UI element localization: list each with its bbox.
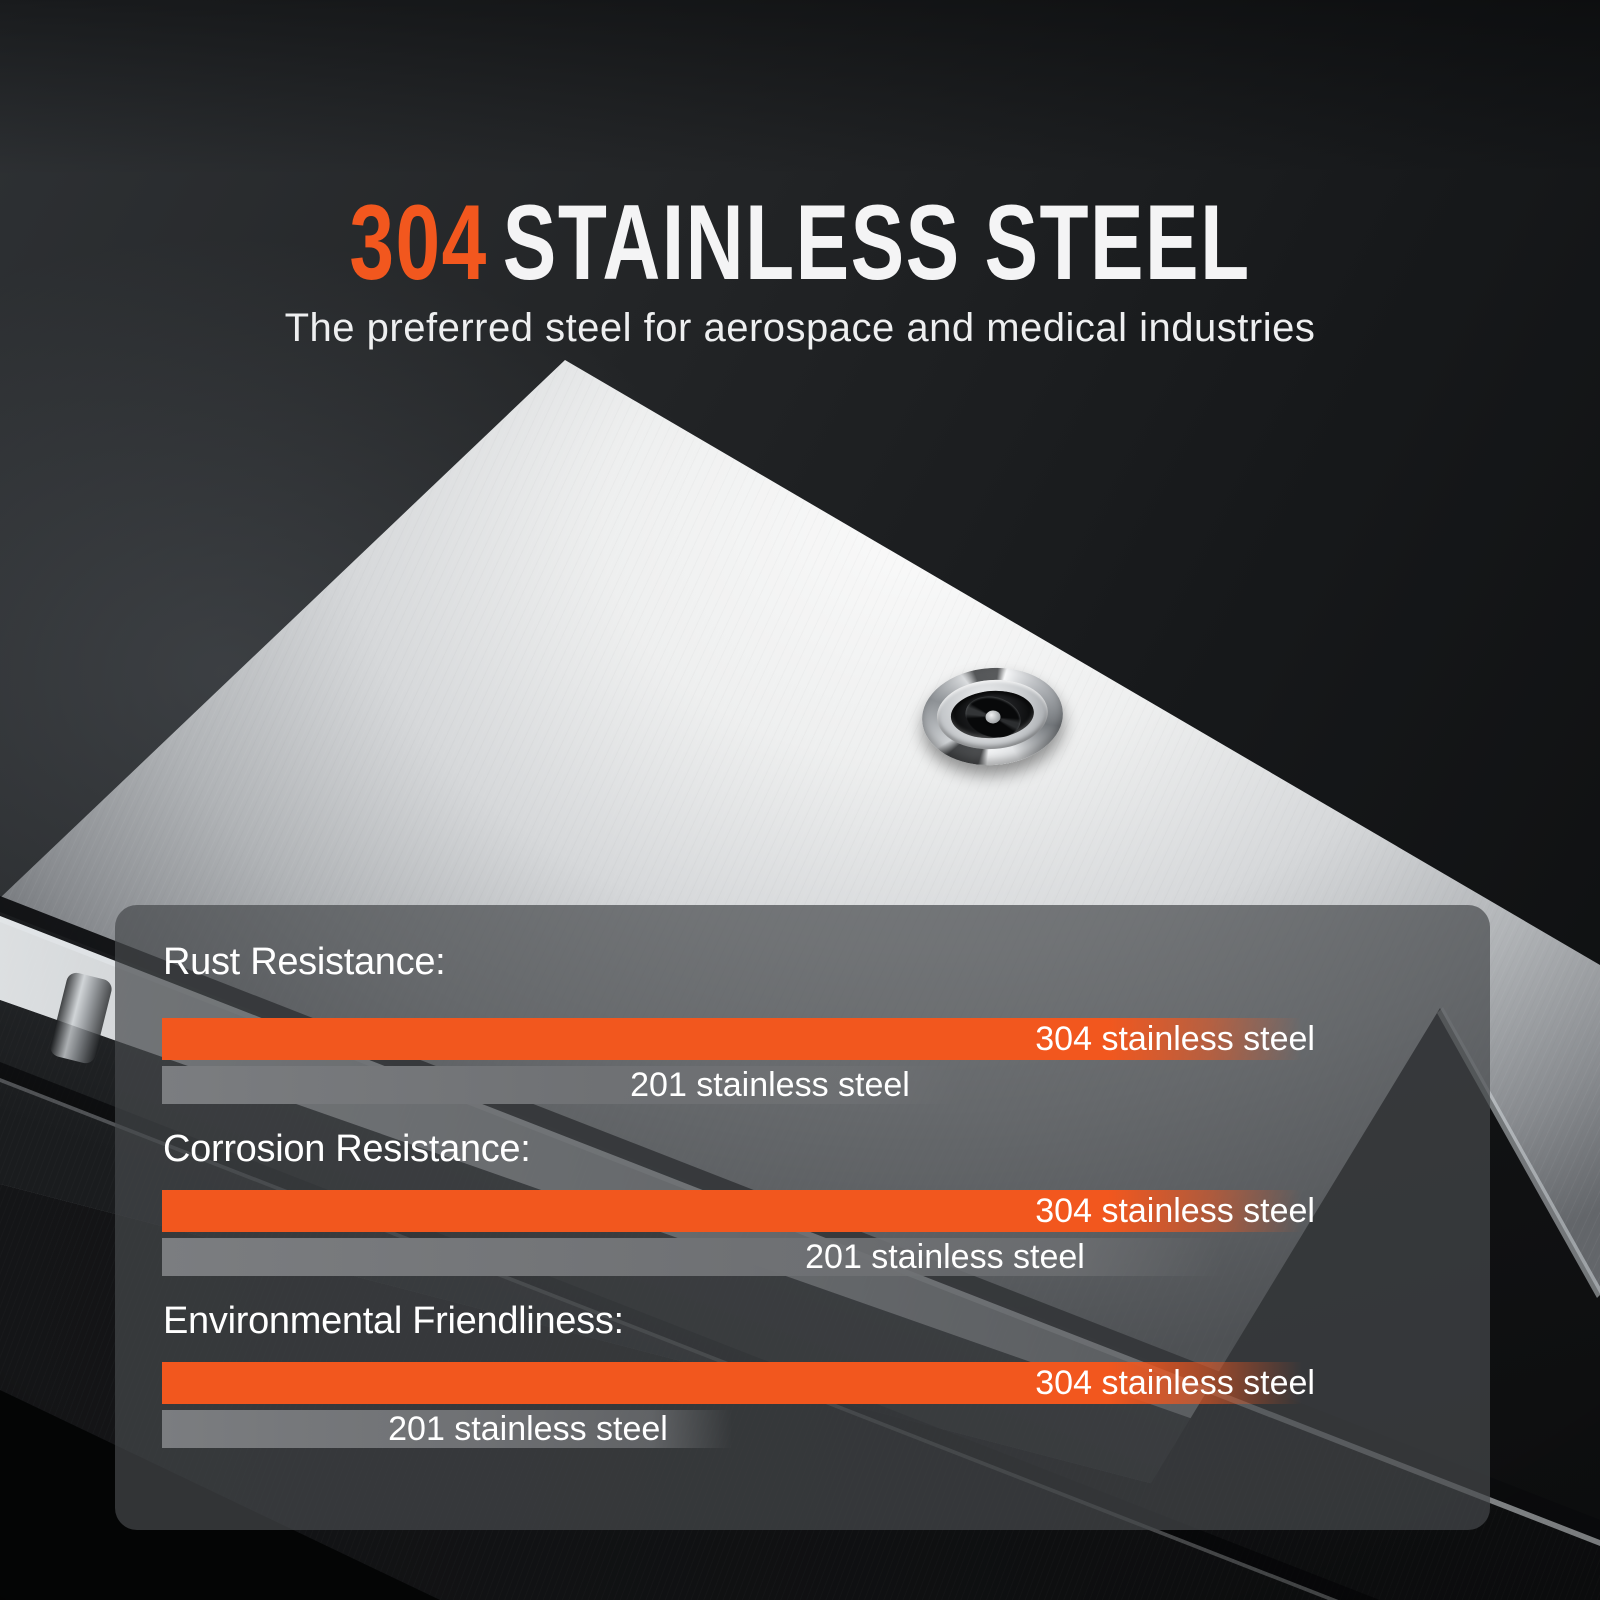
- bar-label-201: 201 stainless steel: [630, 1066, 910, 1104]
- cam-lock-icon: [918, 663, 1067, 770]
- title-main: STAINLESS STEEL: [502, 181, 1251, 302]
- category-label-rust-resistance: Rust Resistance:: [163, 941, 446, 983]
- bar-label-304: 304 stainless steel: [1035, 1192, 1315, 1230]
- category-label-corrosion-resistance: Corrosion Resistance:: [163, 1128, 531, 1170]
- bar-label-304: 304 stainless steel: [1035, 1020, 1315, 1058]
- page-subtitle: The preferred steel for aerospace and me…: [284, 306, 1316, 350]
- bar-label-201: 201 stainless steel: [805, 1238, 1085, 1276]
- bar-label-304: 304 stainless steel: [1035, 1364, 1315, 1402]
- page-title: 304 STAINLESS STEEL: [200, 186, 1400, 298]
- title-accent: 304: [349, 181, 488, 302]
- category-label-environmental-friendliness: Environmental Friendliness:: [163, 1300, 624, 1342]
- bar-label-201: 201 stainless steel: [388, 1410, 668, 1448]
